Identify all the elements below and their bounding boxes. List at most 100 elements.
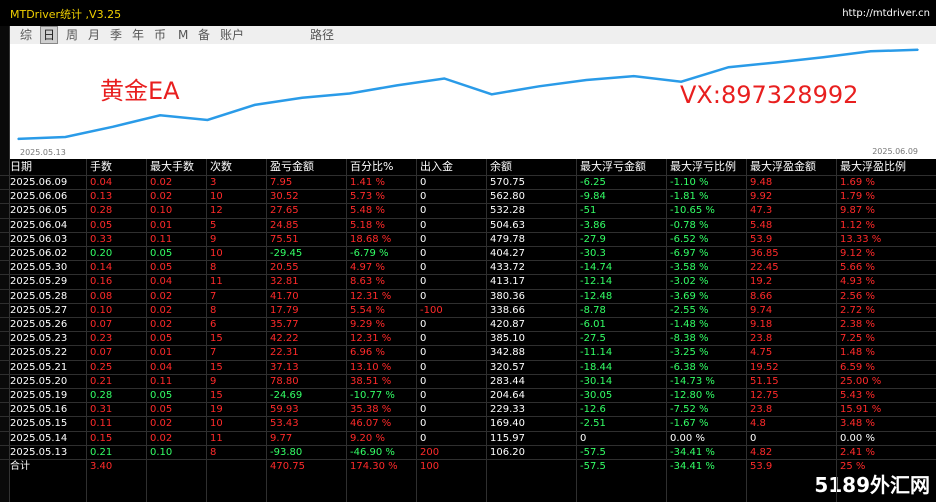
- column-header[interactable]: 最大浮亏金额: [580, 160, 646, 173]
- table-cell: 0.05: [150, 404, 173, 416]
- table-row[interactable]: 2025.05.29 0.16 0.04 11 32.81 8.63 % 0 413.17 -1…: [0, 275, 936, 289]
- table-cell: 25.00 %: [840, 375, 882, 387]
- table-cell: 2025.06.06: [10, 191, 68, 203]
- row-divider: [0, 373, 936, 375]
- column-divider: [146, 159, 147, 502]
- table-row[interactable]: 2025.06.04 0.05 0.01 5 24.85 5.18 % 0 504.63 -3.…: [0, 219, 936, 233]
- table-cell: 59.93: [270, 404, 299, 416]
- table-cell: 0.07: [90, 319, 113, 330]
- column-header[interactable]: 余额: [490, 160, 512, 173]
- table-cell: 9.48: [750, 177, 773, 188]
- table-total-row[interactable]: 合计 3.40 470.75 174.30 % 100 -57.5 -34.41 % 53.9…: [0, 460, 936, 474]
- equity-point: [17, 138, 19, 140]
- table-cell: 2025.05.27: [10, 304, 68, 316]
- table-row[interactable]: 2025.05.14 0.15 0.02 11 9.77 9.20 % 0 115.97 0 0.…: [0, 432, 936, 446]
- title-bar: MTDriver统计 ,V3.25 http://mtdriver.cn: [0, 0, 936, 26]
- table-row[interactable]: 2025.05.19 0.28 0.05 15 -24.69 -10.77 % 0 204.6…: [0, 389, 936, 403]
- column-header[interactable]: 盈亏金额: [270, 160, 314, 173]
- tab-10[interactable]: 路径: [310, 28, 335, 42]
- column-header[interactable]: 日期: [10, 160, 32, 173]
- tab-0[interactable]: 综: [20, 28, 33, 42]
- table-row[interactable]: 2025.06.06 0.13 0.02 10 30.52 5.73 % 0 562.80 -9…: [0, 190, 936, 204]
- column-header[interactable]: 最大浮盈比例: [840, 160, 906, 173]
- table-cell: 4.93 %: [840, 276, 875, 288]
- table-cell: 479.78: [490, 233, 525, 245]
- table-row[interactable]: 2025.06.02 0.20 0.05 10 -29.45 -6.79 % 0 404.27…: [0, 247, 936, 261]
- tab-5[interactable]: 年: [132, 28, 145, 42]
- column-divider: [346, 159, 347, 502]
- table-cell: 5.18 %: [350, 219, 385, 231]
- table-row[interactable]: 2025.05.28 0.08 0.02 7 41.70 12.31 % 0 380.36 -1…: [0, 290, 936, 304]
- table-cell: 2025.05.26: [10, 319, 68, 330]
- tab-6[interactable]: 币: [154, 28, 167, 42]
- table-row[interactable]: 2025.05.13 0.21 0.10 8 -93.80 -46.90 % 200 106.…: [0, 446, 936, 460]
- table-cell: 0.04: [90, 177, 113, 188]
- table-cell: -12.14: [580, 276, 613, 288]
- table-cell: -51: [580, 205, 597, 217]
- table-cell: 8.66: [750, 290, 773, 302]
- tab-3[interactable]: 月: [88, 28, 101, 42]
- row-divider: [0, 175, 936, 176]
- table-row[interactable]: 2025.05.21 0.25 0.04 15 37.13 13.10 % 0 320.57 -…: [0, 361, 936, 375]
- daily-stats-table: 日期 手数 最大手数 次数 盈亏金额 百分比% 出入金 余额 最大浮亏金额 最大浮亏比例 最大浮盈金…: [0, 159, 936, 502]
- table-cell: 200: [420, 446, 440, 458]
- table-cell: 0: [420, 375, 427, 387]
- column-header[interactable]: 最大浮盈金额: [750, 160, 816, 173]
- table-row[interactable]: 2025.05.30 0.14 0.05 8 20.55 4.97 % 0 433.72 -14…: [0, 261, 936, 275]
- website-link[interactable]: http://mtdriver.cn: [842, 8, 930, 19]
- table-cell: 4.8: [750, 418, 766, 430]
- table-cell: 0: [420, 276, 427, 288]
- table-cell: -1.67 %: [670, 418, 709, 430]
- table-cell: -46.90 %: [350, 446, 395, 458]
- table-cell: 2025.05.16: [10, 404, 68, 416]
- tab-7[interactable]: M: [178, 28, 189, 42]
- column-header[interactable]: 最大浮亏比例: [670, 160, 736, 173]
- table-cell: 12.31 %: [350, 333, 392, 345]
- table-cell: 15.91 %: [840, 404, 882, 416]
- table-row[interactable]: 2025.05.16 0.31 0.05 19 59.93 35.38 % 0 229.33 -…: [0, 403, 936, 417]
- column-header[interactable]: 手数: [90, 160, 112, 173]
- table-row[interactable]: 2025.06.09 0.04 0.02 3 7.95 1.41 % 0 570.75 -6.2…: [0, 176, 936, 190]
- table-cell: 0.10: [90, 304, 113, 316]
- table-cell: 0.05: [90, 219, 113, 231]
- table-cell: 0.02: [150, 177, 173, 188]
- table-cell: 36.85: [750, 248, 779, 259]
- row-divider: [0, 288, 936, 290]
- table-row[interactable]: 2025.05.27 0.10 0.02 8 17.79 5.54 % -100 338.66…: [0, 304, 936, 318]
- tab-8[interactable]: 备: [198, 28, 211, 42]
- table-row[interactable]: 2025.06.05 0.28 0.10 12 27.65 5.48 % 0 532.28 -5…: [0, 204, 936, 218]
- table-row[interactable]: 2025.05.22 0.07 0.01 7 22.31 6.96 % 0 342.88 -11…: [0, 346, 936, 360]
- table-row[interactable]: 2025.05.26 0.07 0.02 6 35.77 9.29 % 0 420.87 -6.…: [0, 318, 936, 332]
- table-cell: 15: [210, 333, 223, 345]
- equity-point: [869, 50, 872, 53]
- table-row[interactable]: 2025.05.20 0.21 0.11 9 78.80 38.51 % 0 283.44 -3…: [0, 375, 936, 389]
- tab-9[interactable]: 账户: [220, 28, 245, 42]
- table-cell: -1.10 %: [670, 177, 709, 188]
- tab-4[interactable]: 季: [110, 28, 123, 42]
- row-divider: [0, 402, 936, 404]
- column-header[interactable]: 次数: [210, 160, 232, 173]
- table-cell: 2025.05.21: [10, 361, 68, 373]
- table-cell: 0: [420, 432, 427, 444]
- column-header[interactable]: 最大手数: [150, 160, 194, 173]
- tab-2[interactable]: 周: [66, 28, 79, 42]
- table-row[interactable]: 2025.05.15 0.11 0.02 10 53.43 46.07 % 0 169.40 -…: [0, 417, 936, 431]
- table-cell: 283.44: [490, 375, 525, 387]
- table-cell: 27.65: [270, 205, 299, 217]
- x-end-label: 2025.06.09: [872, 147, 918, 156]
- table-cell: 0.02: [150, 418, 173, 430]
- column-header[interactable]: 出入金: [420, 160, 453, 173]
- table-cell: -1.48 %: [670, 319, 709, 330]
- table-cell: 2025.06.02: [10, 248, 68, 259]
- column-header[interactable]: 百分比%: [350, 160, 394, 173]
- table-row[interactable]: 2025.05.23 0.23 0.05 15 42.22 12.31 % 0 385.10 -…: [0, 332, 936, 346]
- table-cell: 12.31 %: [350, 290, 392, 302]
- table-cell: -30.14: [580, 375, 613, 387]
- table-cell: 320.57: [490, 361, 525, 373]
- equity-point: [301, 96, 304, 99]
- column-divider: [746, 159, 747, 502]
- table-cell: 3: [210, 177, 217, 188]
- table-row[interactable]: 2025.06.03 0.33 0.11 9 75.51 18.68 % 0 479.78 -2…: [0, 233, 936, 247]
- table-cell: 32.81: [270, 276, 299, 288]
- tab-1[interactable]: 日: [40, 26, 59, 44]
